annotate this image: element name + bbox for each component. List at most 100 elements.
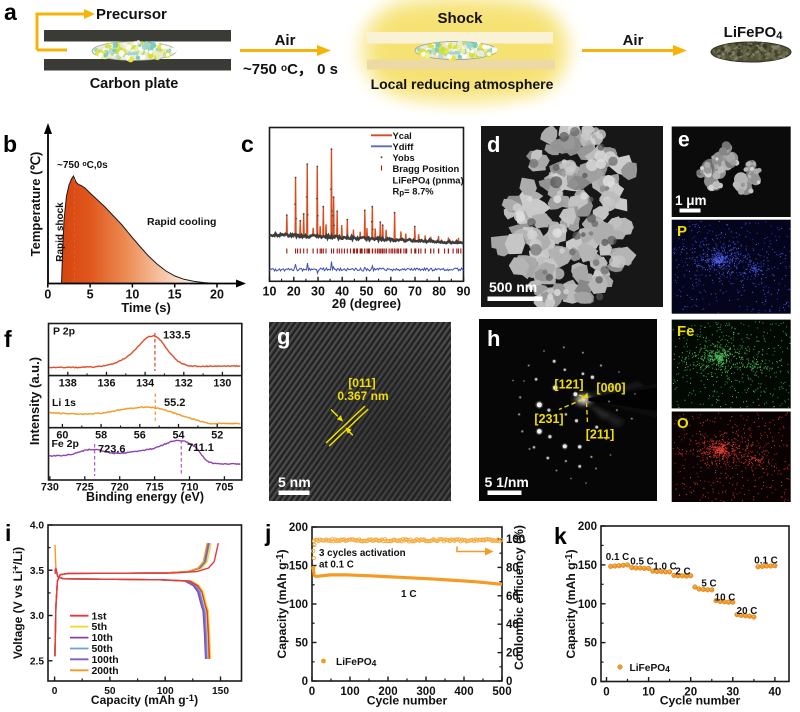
svg-text:20: 20 bbox=[506, 648, 519, 660]
svg-text:80: 80 bbox=[506, 562, 519, 574]
svg-text:58: 58 bbox=[95, 429, 107, 441]
svg-text:100th: 100th bbox=[92, 655, 119, 666]
svg-text:723.6: 723.6 bbox=[98, 444, 126, 456]
svg-text:e: e bbox=[678, 129, 690, 152]
svg-text:Local reducing atmosphere: Local reducing atmosphere bbox=[371, 76, 554, 92]
svg-text:O: O bbox=[677, 415, 689, 432]
svg-text:Cycle number: Cycle number bbox=[367, 694, 448, 708]
svg-text:5: 5 bbox=[87, 288, 94, 302]
svg-text:730: 730 bbox=[41, 482, 59, 494]
svg-text:5th: 5th bbox=[92, 622, 108, 633]
svg-text:20 C: 20 C bbox=[737, 606, 758, 617]
svg-text:3 cycles activation: 3 cycles activation bbox=[319, 548, 406, 559]
svg-text:138: 138 bbox=[59, 377, 77, 389]
svg-text:[121]: [121] bbox=[554, 378, 583, 392]
svg-text:P: P bbox=[677, 223, 687, 240]
svg-text:150: 150 bbox=[578, 560, 597, 572]
svg-text:5 nm: 5 nm bbox=[278, 474, 311, 490]
svg-text:j: j bbox=[264, 520, 271, 546]
svg-text:70: 70 bbox=[408, 285, 422, 299]
svg-text:500 nm: 500 nm bbox=[489, 279, 537, 295]
svg-text:50: 50 bbox=[104, 686, 116, 697]
svg-text:Capacity (mAh g-1): Capacity (mAh g-1) bbox=[91, 693, 198, 708]
svg-text:Time (s): Time (s) bbox=[121, 300, 171, 315]
svg-text:[011]: [011] bbox=[348, 376, 375, 390]
svg-text:LiFePO4: LiFePO4 bbox=[630, 663, 671, 674]
svg-text:56: 56 bbox=[134, 429, 146, 441]
svg-text:4.0: 4.0 bbox=[30, 521, 44, 532]
svg-text:2 C: 2 C bbox=[675, 567, 690, 578]
svg-text:100: 100 bbox=[506, 534, 525, 546]
svg-text:100: 100 bbox=[340, 686, 359, 698]
svg-text:50th: 50th bbox=[92, 644, 113, 655]
svg-text:0: 0 bbox=[52, 686, 58, 697]
svg-text:0: 0 bbox=[44, 288, 51, 302]
svg-text:5 1/nm: 5 1/nm bbox=[485, 474, 529, 490]
svg-text:i: i bbox=[5, 520, 11, 546]
svg-text:720: 720 bbox=[111, 482, 129, 494]
svg-text:g: g bbox=[277, 324, 290, 349]
svg-text:300: 300 bbox=[416, 686, 435, 698]
svg-text:725: 725 bbox=[76, 482, 94, 494]
svg-text:1.0 C: 1.0 C bbox=[653, 562, 676, 573]
svg-text:20: 20 bbox=[287, 285, 301, 299]
svg-text:2θ (degree): 2θ (degree) bbox=[332, 296, 401, 311]
svg-text:Fe 2p: Fe 2p bbox=[52, 438, 79, 450]
svg-text:Li 1s: Li 1s bbox=[52, 397, 76, 409]
svg-text:55.2: 55.2 bbox=[164, 397, 185, 409]
svg-text:0.1 C: 0.1 C bbox=[754, 556, 777, 567]
svg-text:~750 oC， 0 s: ~750 oC， 0 s bbox=[243, 61, 338, 78]
svg-text:10th: 10th bbox=[92, 633, 113, 644]
svg-text:54: 54 bbox=[172, 429, 184, 441]
svg-text:LiFePO4: LiFePO4 bbox=[336, 657, 377, 668]
svg-text:h: h bbox=[487, 326, 500, 351]
svg-text:10: 10 bbox=[125, 288, 139, 302]
svg-text:d: d bbox=[487, 132, 500, 157]
svg-text:100: 100 bbox=[578, 599, 597, 611]
svg-text:a: a bbox=[4, 0, 17, 25]
svg-text:Ycal: Ycal bbox=[393, 130, 412, 141]
svg-text:60: 60 bbox=[56, 429, 68, 441]
svg-text:20: 20 bbox=[210, 288, 224, 302]
svg-text:3.0: 3.0 bbox=[30, 611, 44, 622]
svg-text:Intensity (a.u.): Intensity (a.u.) bbox=[27, 357, 42, 445]
svg-text:0.5 C: 0.5 C bbox=[630, 557, 653, 568]
svg-text:15: 15 bbox=[168, 288, 182, 302]
svg-text:0.1 C: 0.1 C bbox=[606, 552, 629, 563]
svg-text:Capacity (mAh g-1): Capacity (mAh g-1) bbox=[275, 549, 290, 658]
svg-text:c: c bbox=[241, 131, 254, 157]
svg-text:Bragg Position: Bragg Position bbox=[393, 163, 460, 174]
svg-text:90: 90 bbox=[457, 285, 471, 299]
svg-text:LiFePO4: LiFePO4 bbox=[724, 24, 784, 42]
svg-text:200: 200 bbox=[289, 522, 308, 534]
svg-text:1 μm: 1 μm bbox=[675, 193, 707, 208]
svg-text:0: 0 bbox=[603, 686, 609, 698]
svg-text:150: 150 bbox=[212, 686, 229, 697]
svg-text:30: 30 bbox=[311, 285, 325, 299]
svg-text:711.1: 711.1 bbox=[187, 442, 214, 454]
svg-text:[211]: [211] bbox=[586, 428, 615, 442]
svg-text:0: 0 bbox=[309, 686, 315, 698]
svg-text:Cycle number: Cycle number bbox=[660, 694, 741, 708]
svg-text:LiFePO4 (pnma): LiFePO4 (pnma) bbox=[393, 175, 464, 187]
svg-text:136: 136 bbox=[97, 377, 115, 389]
svg-text:134: 134 bbox=[136, 377, 154, 389]
svg-text:Carbon plate: Carbon plate bbox=[90, 76, 179, 92]
svg-text:50: 50 bbox=[295, 638, 308, 650]
svg-text:52: 52 bbox=[211, 429, 223, 441]
svg-text:P 2p: P 2p bbox=[53, 326, 75, 338]
svg-text:133.5: 133.5 bbox=[163, 330, 191, 342]
svg-text:200: 200 bbox=[378, 686, 397, 698]
svg-text:500: 500 bbox=[492, 686, 511, 698]
svg-text:100: 100 bbox=[289, 599, 308, 611]
svg-text:0: 0 bbox=[302, 676, 308, 688]
svg-text:Shock: Shock bbox=[437, 10, 483, 27]
svg-text:132: 132 bbox=[175, 377, 193, 389]
svg-text:5 C: 5 C bbox=[701, 579, 716, 590]
svg-text:at 0.1 C: at 0.1 C bbox=[319, 560, 354, 571]
svg-text:b: b bbox=[3, 131, 17, 157]
svg-text:Binding energy (eV): Binding energy (eV) bbox=[86, 490, 204, 504]
svg-text:3.5: 3.5 bbox=[30, 566, 44, 577]
svg-text:80: 80 bbox=[432, 285, 446, 299]
svg-text:200th: 200th bbox=[92, 666, 119, 677]
